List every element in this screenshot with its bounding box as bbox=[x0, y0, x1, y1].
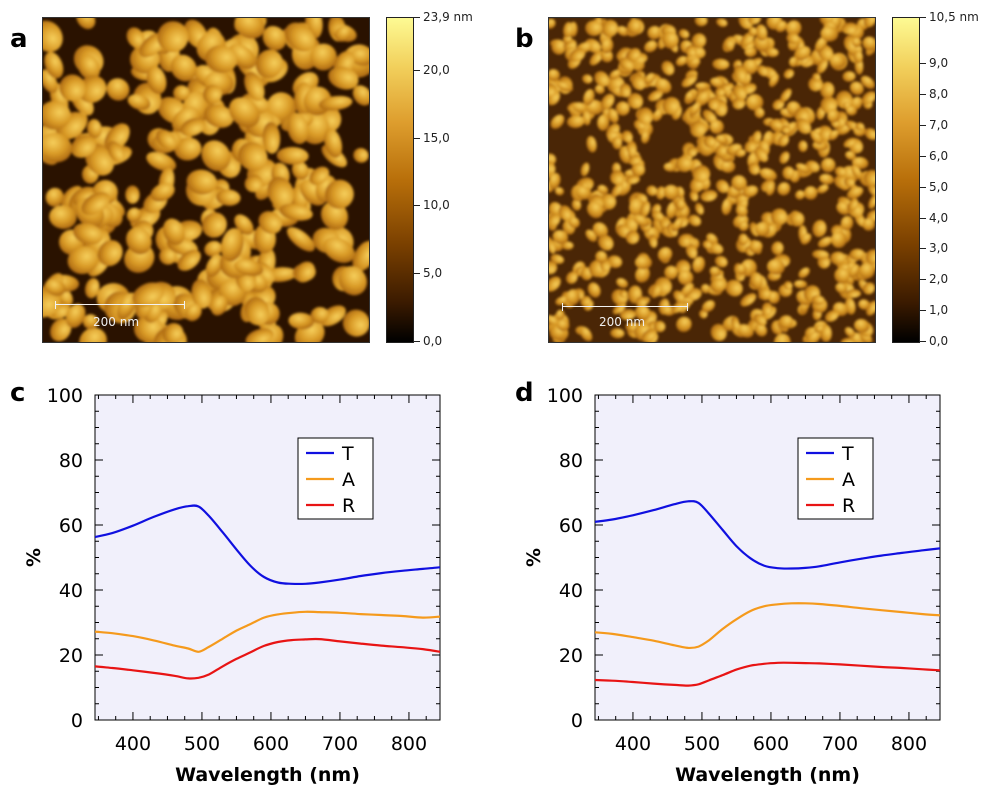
afm-image-b: 200 nm bbox=[548, 17, 876, 343]
colorbar-b-tick-label: 3,0 bbox=[929, 241, 949, 256]
y-axis-label-d: % bbox=[523, 548, 545, 567]
y-tick-label-d: 40 bbox=[559, 580, 583, 602]
colorbar-b-tick-label: 5,0 bbox=[929, 179, 949, 194]
x-tick-label-d: 400 bbox=[615, 733, 651, 755]
y-tick-label-d: 0 bbox=[571, 710, 583, 732]
colorbar-a-tick-label: 0,0 bbox=[423, 334, 443, 348]
colorbar-a-tick-label: 5,0 bbox=[423, 266, 443, 281]
legend-label-A-c: A bbox=[342, 469, 355, 491]
x-tick-label-c: 800 bbox=[391, 733, 427, 755]
colorbar-b-max-label: 10,5 nm bbox=[929, 10, 979, 24]
scale-bar-a bbox=[55, 301, 185, 309]
y-tick-label-c: 60 bbox=[59, 515, 83, 537]
x-tick-label-d: 600 bbox=[753, 733, 789, 755]
colorbar-a-tick-label-tick bbox=[413, 205, 420, 207]
colorbar-b-tick-label: 7,0 bbox=[929, 118, 949, 132]
colorbar-a-tick-label: 15,0 bbox=[423, 130, 450, 145]
colorbar-b-tick-label: 4,0 bbox=[929, 210, 949, 225]
plot-area-c bbox=[94, 394, 441, 721]
panel-label-a: a bbox=[10, 24, 28, 54]
colorbar-b-tick-label: 0,0 bbox=[929, 334, 949, 348]
x-axis-label-d: Wavelength (nm) bbox=[675, 764, 860, 786]
chart-c: 400 500 600 700 800 0 20 40 60 80 100 Wavelength (n… bbox=[23, 385, 441, 786]
y-tick-label-c: 40 bbox=[59, 580, 83, 602]
panel-label-b: b bbox=[515, 24, 534, 54]
y-tick-label-d: 80 bbox=[559, 450, 583, 472]
y-tick-label-d: 60 bbox=[559, 515, 583, 537]
colorbar-b-tick-label-tick bbox=[919, 279, 926, 281]
x-tick-label-d: 700 bbox=[822, 733, 858, 755]
scale-bar-b bbox=[562, 303, 688, 311]
series-line-R-c bbox=[95, 637, 440, 680]
y-tick-label-d: 20 bbox=[559, 645, 583, 667]
series-line-R-d bbox=[595, 661, 940, 687]
colorbar-a-tick-label-tick bbox=[413, 69, 420, 71]
afm-image-a: 200 nm bbox=[42, 17, 370, 343]
series-line-A-d bbox=[595, 602, 940, 650]
colorbar-b-tick-label-tick bbox=[919, 155, 926, 157]
colorbar-b-tick-label-tick bbox=[919, 310, 926, 312]
colorbar-b bbox=[892, 17, 920, 343]
afm-topography-b bbox=[549, 18, 875, 342]
colorbar-a-tick-label-tick bbox=[413, 273, 420, 275]
x-tick-label-c: 700 bbox=[322, 733, 358, 755]
x-tick-label-d: 800 bbox=[891, 733, 927, 755]
colorbar-b-max-label-tick bbox=[919, 17, 926, 18]
colorbar-b-tick-label-tick bbox=[919, 94, 926, 96]
panel-label-d: d bbox=[515, 378, 534, 408]
colorbar-b-tick-label-tick bbox=[919, 248, 926, 250]
y-axis-label-c: % bbox=[23, 548, 45, 567]
legend-label-T-c: T bbox=[341, 443, 354, 465]
plot-area-d bbox=[594, 394, 941, 721]
colorbar-a-tick-label-tick bbox=[413, 137, 420, 139]
colorbar-a-max-label-tick bbox=[413, 17, 420, 18]
afm-topography-a bbox=[43, 18, 369, 342]
panel-label-c: c bbox=[10, 378, 26, 408]
colorbar-b-tick-label-tick bbox=[919, 217, 926, 219]
y-tick-label-d: 100 bbox=[547, 385, 583, 407]
colorbar-a-tick-label: 20,0 bbox=[423, 62, 450, 77]
colorbar-a bbox=[386, 17, 414, 343]
colorbar-b-tick-label-tick bbox=[919, 341, 926, 342]
colorbar-b-tick-label-tick bbox=[919, 63, 926, 65]
series-line-T-d bbox=[595, 500, 940, 570]
x-axis-label-c: Wavelength (nm) bbox=[175, 764, 360, 786]
series-line-A-c bbox=[95, 610, 440, 653]
series-line-T-c bbox=[95, 504, 440, 586]
chart-d: 400 500 600 700 800 0 20 40 60 80 100 Wavelength (n… bbox=[523, 385, 941, 786]
colorbar-b-tick-label: 8,0 bbox=[929, 87, 949, 102]
colorbar-a-max-label: 23,9 nm bbox=[423, 10, 473, 24]
colorbar-b-tick-label-tick bbox=[919, 186, 926, 188]
y-tick-label-c: 0 bbox=[71, 710, 83, 732]
colorbar-b-tick-label-tick bbox=[919, 125, 926, 126]
scale-bar-label-a: 200 nm bbox=[93, 315, 140, 329]
colorbar-a-tick-label: 10,0 bbox=[423, 198, 450, 213]
colorbar-b-tick-label: 1,0 bbox=[929, 303, 949, 318]
x-tick-label-c: 600 bbox=[253, 733, 289, 755]
x-tick-label-d: 500 bbox=[684, 733, 720, 755]
colorbar-b-tick-label: 6,0 bbox=[929, 148, 949, 163]
scale-bar-label-b: 200 nm bbox=[599, 315, 646, 329]
colorbar-a-tick-label-tick bbox=[413, 341, 420, 342]
x-tick-label-c: 400 bbox=[115, 733, 151, 755]
colorbar-b-tick-label: 2,0 bbox=[929, 272, 949, 287]
legend-label-R-c: R bbox=[342, 495, 355, 517]
legend-label-T-d: T bbox=[841, 443, 854, 465]
y-tick-label-c: 100 bbox=[47, 385, 83, 407]
y-tick-label-c: 80 bbox=[59, 450, 83, 472]
x-tick-label-c: 500 bbox=[184, 733, 220, 755]
legend-label-R-d: R bbox=[842, 495, 855, 517]
colorbar-b-tick-label: 9,0 bbox=[929, 56, 949, 71]
y-tick-label-c: 20 bbox=[59, 645, 83, 667]
legend-label-A-d: A bbox=[842, 469, 855, 491]
